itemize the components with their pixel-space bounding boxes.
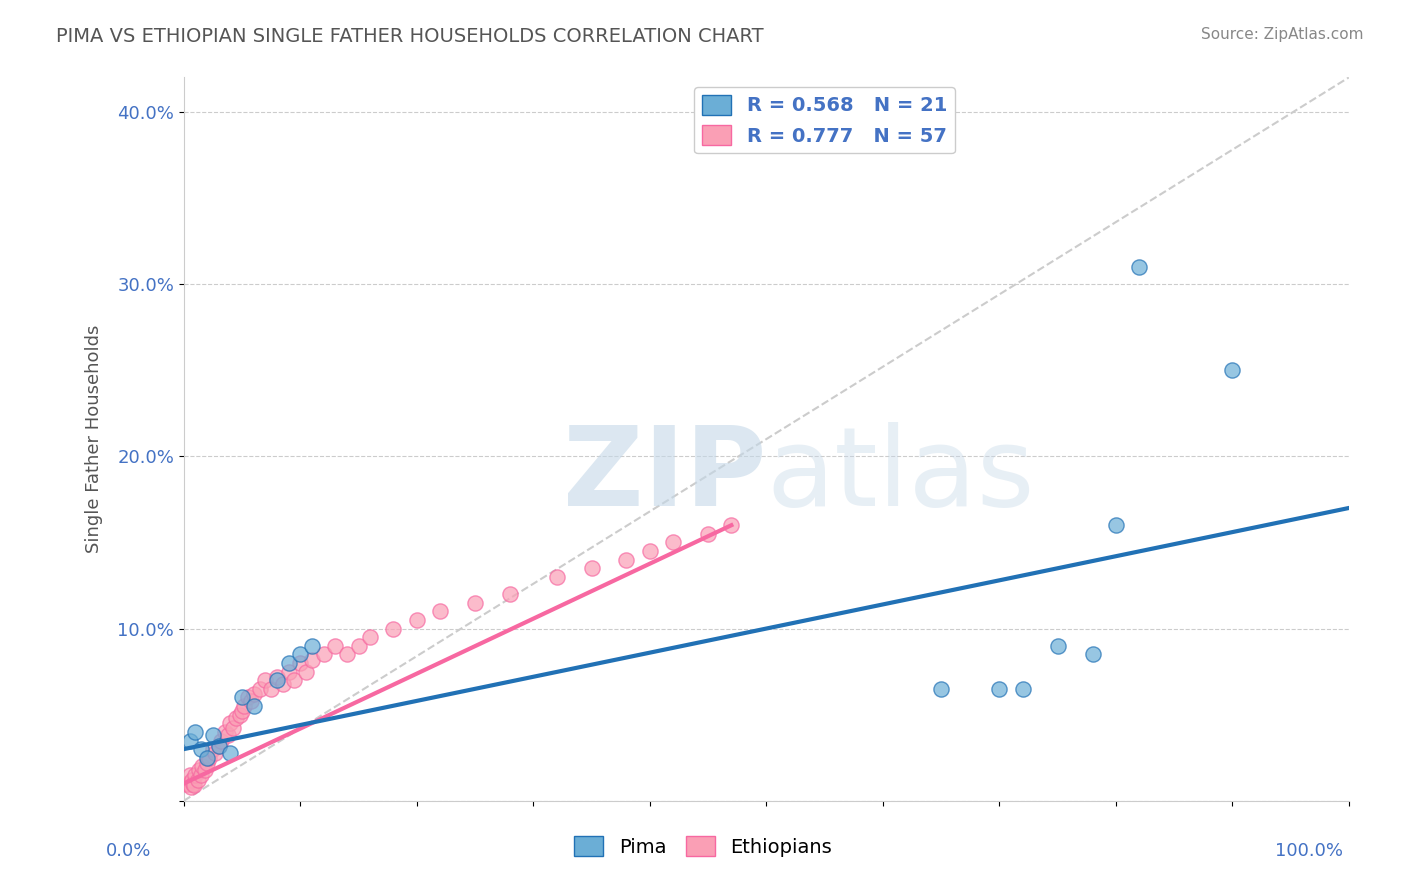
Point [277, 656, 299, 670]
Point [194, 763, 217, 777]
Point [295, 665, 318, 679]
Legend: Pima, Ethiopians: Pima, Ethiopians [567, 829, 839, 864]
Point [301, 639, 323, 653]
Point [225, 711, 247, 725]
Point [191, 759, 214, 773]
Point [405, 613, 427, 627]
Point [195, 750, 218, 764]
Point [1011, 681, 1033, 696]
Point [177, 776, 200, 790]
Point [208, 739, 231, 753]
Point [198, 750, 221, 764]
Point [187, 763, 209, 777]
Point [290, 656, 312, 670]
Point [219, 746, 242, 760]
Point [616, 552, 638, 566]
Point [988, 681, 1011, 696]
Point [464, 596, 486, 610]
Point [181, 776, 204, 790]
Point [174, 776, 197, 790]
Legend: R = 0.568   N = 21, R = 0.777   N = 57: R = 0.568 N = 21, R = 0.777 N = 57 [695, 87, 955, 153]
Point [249, 681, 271, 696]
Point [429, 604, 451, 618]
Point [231, 704, 253, 718]
Point [222, 722, 245, 736]
Text: ZIP: ZIP [562, 422, 766, 529]
Point [499, 587, 522, 601]
Text: PIMA VS ETHIOPIAN SINGLE FATHER HOUSEHOLDS CORRELATION CHART: PIMA VS ETHIOPIAN SINGLE FATHER HOUSEHOL… [56, 27, 763, 45]
Point [1128, 260, 1150, 274]
Point [1220, 363, 1243, 377]
Point [217, 728, 239, 742]
Point [240, 694, 263, 708]
Text: 100.0%: 100.0% [1275, 842, 1343, 860]
Point [260, 681, 283, 696]
Point [214, 725, 236, 739]
Point [201, 728, 224, 742]
Point [662, 535, 685, 549]
Point [359, 630, 381, 644]
Point [382, 622, 405, 636]
Point [254, 673, 277, 688]
Point [233, 699, 256, 714]
Point [581, 561, 603, 575]
Point [204, 746, 226, 760]
Point [312, 648, 335, 662]
Point [208, 739, 231, 753]
Point [236, 690, 259, 705]
Point [228, 707, 250, 722]
Point [336, 648, 359, 662]
Point [179, 768, 201, 782]
Text: 0.0%: 0.0% [105, 842, 150, 860]
Point [231, 690, 253, 705]
Point [180, 780, 202, 794]
Point [1046, 639, 1069, 653]
Point [290, 648, 312, 662]
Point [283, 673, 305, 688]
Point [181, 773, 204, 788]
Point [201, 742, 224, 756]
Point [546, 570, 568, 584]
Point [271, 676, 294, 690]
Point [266, 670, 288, 684]
Point [277, 665, 299, 679]
Point [242, 699, 264, 714]
Point [1081, 648, 1104, 662]
Point [209, 733, 232, 747]
Y-axis label: Single Father Households: Single Father Households [86, 325, 103, 553]
Point [266, 673, 288, 688]
Text: atlas: atlas [766, 422, 1035, 529]
Point [1105, 518, 1128, 533]
Point [195, 756, 218, 770]
Point [720, 518, 742, 533]
Point [638, 544, 661, 558]
Point [190, 742, 212, 756]
Point [183, 778, 205, 792]
Point [323, 639, 346, 653]
Point [184, 725, 207, 739]
Point [184, 768, 207, 782]
Point [929, 681, 952, 696]
Point [190, 768, 212, 782]
Point [179, 733, 201, 747]
Point [301, 652, 323, 666]
Point [347, 639, 370, 653]
Point [187, 773, 209, 788]
Point [219, 716, 242, 731]
Text: Source: ZipAtlas.com: Source: ZipAtlas.com [1201, 27, 1364, 42]
Point [242, 687, 264, 701]
Point [697, 526, 720, 541]
